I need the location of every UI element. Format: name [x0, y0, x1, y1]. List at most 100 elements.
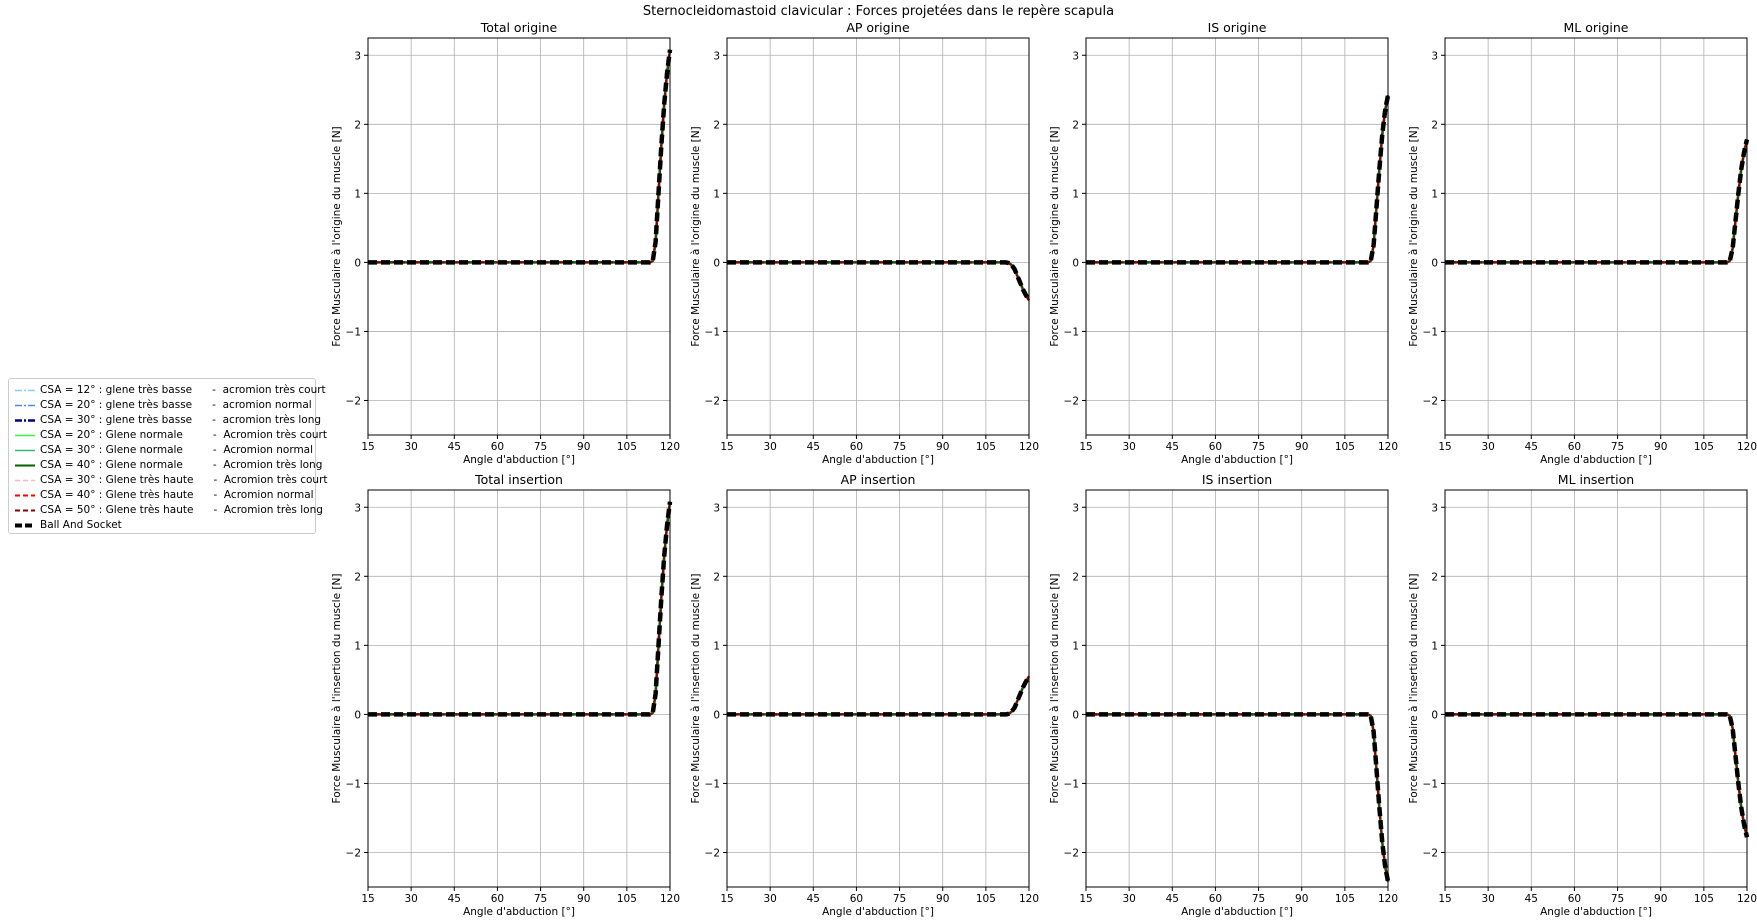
- subplot: 15 30 45 60 75 90 105 120 −2 −1 0 1 2 3 ML origine Angl…: [1408, 20, 1757, 466]
- y-tick-label: 2: [1072, 571, 1079, 583]
- x-tick-label: 15: [1079, 893, 1092, 905]
- x-tick-label: 120: [1019, 441, 1039, 453]
- series-line: [368, 501, 671, 716]
- x-tick-label: 105: [1335, 893, 1355, 905]
- y-tick-label: 2: [1431, 119, 1438, 131]
- y-tick-label: −2: [1423, 395, 1438, 407]
- series-line: [1086, 95, 1389, 264]
- y-axis-label: Force Musculaire à l'origine du muscle […: [1049, 126, 1061, 346]
- series-line: [1086, 95, 1390, 264]
- x-tick-label: 30: [1122, 441, 1135, 453]
- legend-line-swatch: [15, 404, 35, 407]
- series-line: [727, 676, 1030, 716]
- x-tick-label: 90: [1654, 893, 1667, 905]
- y-tick-label: 0: [713, 709, 720, 721]
- x-tick-label: 90: [1295, 441, 1308, 453]
- series-line: [368, 501, 671, 716]
- series-line: [1445, 139, 1748, 264]
- series-line: [1086, 95, 1389, 264]
- x-tick-label: 45: [1166, 441, 1179, 453]
- y-tick-label: −2: [346, 395, 361, 407]
- y-tick-label: 1: [354, 188, 361, 200]
- x-tick-label: 30: [1122, 893, 1135, 905]
- x-tick-label: 105: [1694, 441, 1714, 453]
- series-line: [368, 49, 671, 264]
- y-tick-label: −1: [705, 326, 720, 338]
- series-line: [727, 675, 1031, 716]
- legend-entry-label: CSA = 40° : Glene normale - Acromion trè…: [40, 459, 323, 471]
- y-tick-label: −1: [346, 778, 361, 790]
- x-axis-label: Angle d'abduction [°]: [822, 906, 934, 918]
- subplot: 15 30 45 60 75 90 105 120 −2 −1 0 1 2 3 AP origine Angl…: [690, 20, 1039, 466]
- series-line: [368, 501, 671, 716]
- series-line: [727, 261, 1030, 301]
- y-tick-label: −1: [1064, 778, 1079, 790]
- series-line: [1086, 713, 1389, 882]
- y-tick-label: −1: [1423, 778, 1438, 790]
- series-line: [1086, 713, 1389, 882]
- y-tick-label: −1: [1064, 326, 1079, 338]
- y-tick-label: 3: [713, 50, 720, 62]
- x-tick-label: 105: [1335, 441, 1355, 453]
- series-line: [1086, 713, 1390, 882]
- x-axis-label: Angle d'abduction [°]: [1540, 906, 1652, 918]
- series-line: [1445, 713, 1748, 838]
- series-line: [1445, 138, 1750, 265]
- series-line: [1086, 95, 1389, 264]
- legend-entry: CSA = 20° : Glene normale - Acromion trè…: [9, 428, 327, 443]
- x-tick-label: 45: [448, 441, 461, 453]
- x-tick-label: 120: [1737, 441, 1757, 453]
- series-line: [1445, 139, 1748, 264]
- series-line: [1445, 139, 1748, 264]
- y-tick-label: 0: [354, 257, 361, 269]
- series-line: [1086, 95, 1389, 264]
- series-line: [368, 49, 671, 264]
- series-line: [1445, 713, 1748, 838]
- x-tick-label: 105: [617, 441, 637, 453]
- series-line: [1445, 139, 1749, 264]
- x-tick-label: 75: [1252, 893, 1265, 905]
- x-tick-label: 30: [404, 441, 417, 453]
- axes-frame: [1444, 37, 1748, 436]
- y-tick-label: 0: [1431, 709, 1438, 721]
- axes-frame: [1085, 489, 1389, 888]
- series-line: [727, 675, 1031, 717]
- y-tick-label: 0: [1072, 257, 1079, 269]
- series-line: [368, 501, 672, 716]
- series-line: [1445, 139, 1748, 264]
- y-tick-label: 1: [1072, 188, 1079, 200]
- x-tick-label: 60: [850, 893, 863, 905]
- y-tick-label: 2: [713, 119, 720, 131]
- y-tick-label: 3: [1072, 50, 1079, 62]
- x-axis-label: Angle d'abduction [°]: [1181, 454, 1293, 466]
- series-line: [368, 49, 672, 264]
- legend-line-swatch: [15, 389, 35, 392]
- series-line: [1445, 713, 1748, 838]
- series-line: [727, 676, 1030, 716]
- x-tick-label: 90: [936, 893, 949, 905]
- series-line: [727, 261, 1030, 301]
- legend-line-swatch: [15, 509, 35, 512]
- y-tick-label: 1: [1431, 188, 1438, 200]
- legend-entry: CSA = 30° : glene très basse - acromion …: [9, 413, 321, 428]
- legend-line-swatch: [15, 464, 35, 467]
- x-tick-label: 30: [1481, 441, 1494, 453]
- series-line: [368, 49, 671, 264]
- x-tick-label: 105: [976, 441, 996, 453]
- y-tick-label: 2: [713, 571, 720, 583]
- subplot: 15 30 45 60 75 90 105 120 −2 −1 0 1 2 3 Total origine A…: [331, 20, 680, 466]
- y-tick-label: 3: [1431, 50, 1438, 62]
- y-tick-label: 2: [354, 571, 361, 583]
- series-line: [1086, 713, 1389, 882]
- legend-entry-label: Ball And Socket: [40, 519, 122, 531]
- legend-line-swatch: [15, 523, 35, 528]
- y-axis-label: Force Musculaire à l'origine du muscle […: [1408, 126, 1420, 346]
- x-tick-label: 60: [850, 441, 863, 453]
- series-line: [1445, 713, 1749, 838]
- legend-entry: CSA = 40° : Glene normale - Acromion trè…: [9, 458, 322, 473]
- x-tick-label: 120: [1378, 441, 1398, 453]
- y-tick-label: −2: [705, 847, 720, 859]
- series-line: [727, 261, 1030, 301]
- subplot-title: AP origine: [846, 20, 910, 35]
